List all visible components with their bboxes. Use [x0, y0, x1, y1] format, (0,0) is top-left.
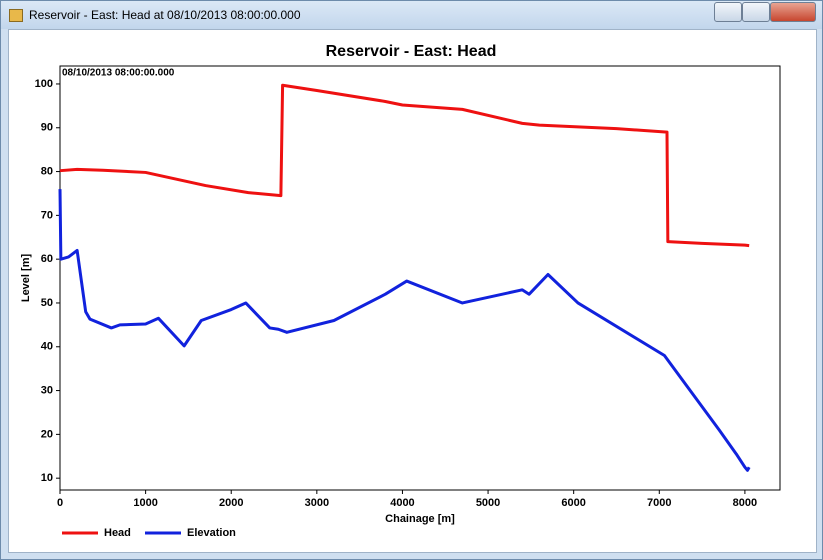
y-tick-label: 40: [41, 341, 53, 353]
y-tick-label: 80: [41, 165, 53, 177]
x-tick-label: 6000: [561, 497, 585, 509]
client-area: [8, 29, 817, 553]
close-button[interactable]: [770, 2, 816, 22]
chart-title: Reservoir - East: Head: [326, 43, 497, 60]
x-tick-label: 5000: [476, 497, 500, 509]
y-tick-label: 30: [41, 384, 53, 396]
y-tick-label: 10: [41, 472, 53, 484]
chart-subtitle: 08/10/2013 08:00:00.000: [62, 68, 175, 79]
minimize-button[interactable]: [714, 2, 742, 22]
x-tick-label: 4000: [390, 497, 414, 509]
x-axis-label: Chainage [m]: [385, 513, 455, 525]
window-title: Reservoir - East: Head at 08/10/2013 08:…: [29, 8, 301, 22]
x-tick-label: 2000: [219, 497, 243, 509]
y-tick-label: 60: [41, 253, 53, 265]
y-axis-label: Level [m]: [20, 254, 32, 303]
y-tick-label: 100: [35, 78, 53, 90]
y-tick-label: 90: [41, 122, 53, 134]
app-icon: [9, 9, 23, 22]
x-tick-label: 8000: [733, 497, 757, 509]
x-tick-label: 1000: [133, 497, 157, 509]
plot-frame: [59, 65, 781, 491]
x-tick-label: 0: [57, 497, 63, 509]
series-line: [58, 189, 751, 472]
series-line: [59, 83, 750, 248]
maximize-button[interactable]: [742, 2, 770, 22]
legend-label: Head: [104, 527, 131, 539]
y-tick-label: 50: [41, 297, 53, 309]
legend-label: Elevation: [187, 527, 236, 539]
x-tick-label: 7000: [647, 497, 671, 509]
y-tick-label: 20: [41, 428, 53, 440]
title-bar: Reservoir - East: Head at 08/10/2013 08:…: [1, 1, 822, 29]
y-tick-label: 70: [41, 209, 53, 221]
x-tick-label: 3000: [305, 497, 329, 509]
